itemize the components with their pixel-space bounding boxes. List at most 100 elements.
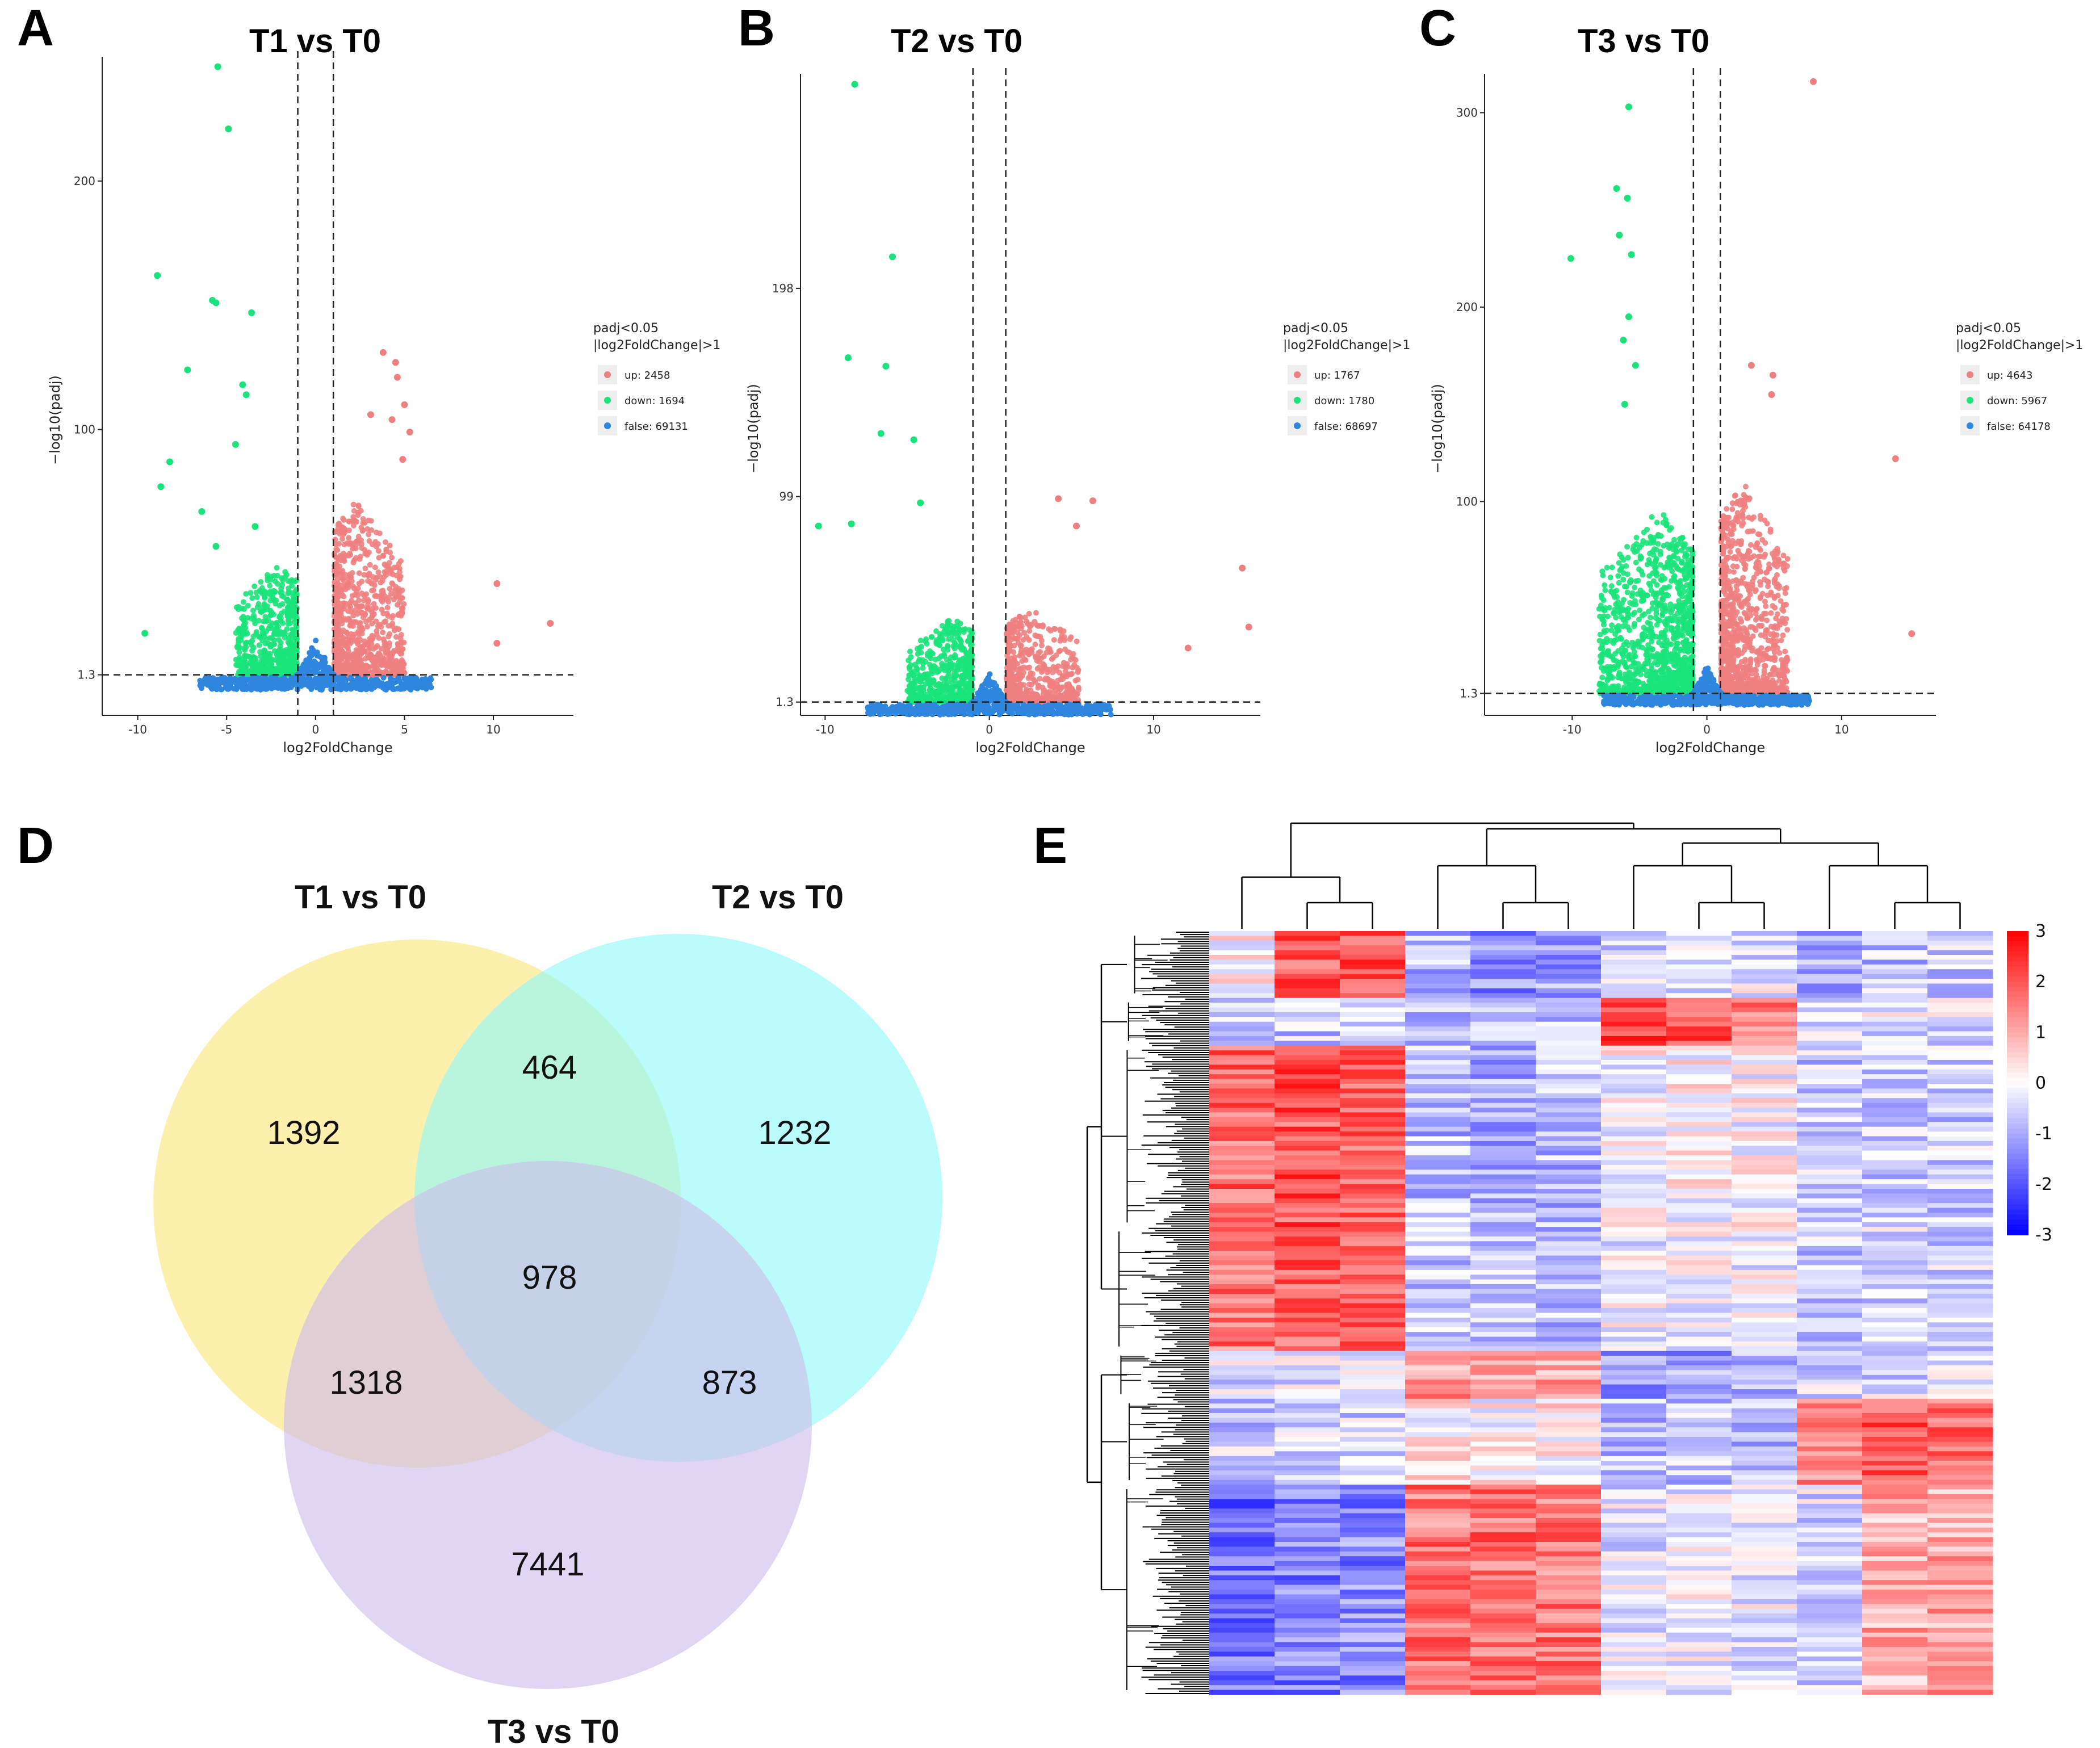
- data-point-down: [249, 595, 255, 601]
- data-point-up: [377, 573, 383, 580]
- data-point-false: [211, 676, 217, 682]
- data-point-down: [274, 651, 280, 657]
- data-point-down: [242, 624, 249, 631]
- data-point-false: [426, 681, 433, 688]
- data-point-down: [1648, 614, 1654, 621]
- data-point-false: [1080, 711, 1086, 718]
- data-point-down: [232, 441, 239, 448]
- data-point-up: [341, 517, 347, 523]
- x-tick-label: 0: [1703, 723, 1711, 736]
- data-point-up: [362, 565, 368, 572]
- data-point-down: [961, 629, 967, 635]
- data-point-up: [363, 591, 370, 597]
- data-point-down: [287, 605, 294, 611]
- data-point-up: [388, 416, 396, 424]
- data-point-down: [1644, 526, 1650, 533]
- data-point-up: [1184, 644, 1192, 652]
- data-point-up: [1038, 669, 1045, 675]
- data-point-down: [141, 630, 149, 637]
- data-point-false: [220, 677, 227, 683]
- data-point-down: [1630, 611, 1636, 618]
- data-point-down: [271, 596, 277, 602]
- data-point-false: [395, 685, 401, 691]
- data-point-down: [1647, 540, 1653, 546]
- data-point-up: [1008, 643, 1014, 649]
- data-point-up: [397, 599, 403, 605]
- data-point-down: [248, 590, 254, 596]
- data-point-down: [253, 589, 259, 596]
- data-point-down: [844, 354, 852, 362]
- data-point-down: [1616, 560, 1622, 566]
- data-point-down: [290, 651, 296, 657]
- data-point-up: [400, 646, 406, 652]
- data-point-down: [1639, 664, 1645, 670]
- data-point-up: [369, 542, 375, 548]
- data-point-up: [378, 624, 384, 630]
- data-point-up: [350, 613, 357, 619]
- data-point-up: [1049, 656, 1055, 662]
- data-point-down: [154, 272, 161, 279]
- x-tick-label: 10: [486, 723, 500, 736]
- data-point-down: [1654, 582, 1660, 588]
- data-point-down: [259, 605, 266, 611]
- data-point-false: [928, 702, 934, 708]
- data-point-down: [935, 668, 941, 674]
- data-point-down: [877, 430, 885, 437]
- data-point-up: [359, 590, 365, 597]
- data-point-false: [1049, 702, 1055, 709]
- data-point-false: [372, 682, 379, 689]
- legend-title: |log2FoldChange|>1: [1283, 338, 1410, 353]
- data-point-up: [493, 640, 501, 647]
- data-point-up: [1020, 637, 1026, 643]
- data-point-false: [980, 706, 986, 712]
- data-point-down: [948, 654, 954, 660]
- data-point-down: [1673, 678, 1679, 684]
- data-point-down: [157, 483, 165, 491]
- data-point-up: [365, 605, 371, 611]
- data-point-false: [940, 711, 946, 717]
- data-point-up: [387, 660, 393, 666]
- data-point-false: [382, 686, 388, 692]
- data-point-down: [848, 520, 855, 527]
- data-point-up: [1007, 665, 1013, 671]
- data-point-up: [347, 604, 354, 610]
- data-point-down: [926, 680, 932, 686]
- volcano-plot-b: T2 vs T0-10 0 101.399198log2FoldChange−log…: [745, 23, 1410, 756]
- data-point-down: [225, 125, 232, 132]
- data-point-up: [350, 522, 357, 529]
- y-tick-label: 1.3: [1460, 686, 1478, 700]
- data-point-up: [1040, 691, 1046, 697]
- data-point-down: [1608, 583, 1615, 589]
- data-point-up: [350, 501, 357, 508]
- data-point-false: [280, 676, 286, 682]
- data-point-down: [214, 63, 221, 70]
- data-point-down: [241, 606, 247, 612]
- data-point-false: [1004, 700, 1010, 706]
- data-point-up: [383, 539, 389, 545]
- data-point-down: [1675, 565, 1681, 572]
- data-point-down: [285, 612, 291, 618]
- data-point-up: [1026, 651, 1032, 657]
- data-point-up: [358, 525, 364, 531]
- data-point-up: [1018, 647, 1025, 653]
- data-point-down: [236, 649, 242, 655]
- data-point-up: [370, 605, 376, 611]
- data-point-false: [357, 681, 363, 688]
- data-point-up: [1015, 624, 1021, 630]
- data-point-up: [1064, 649, 1071, 655]
- data-point-down: [257, 635, 263, 641]
- data-point-up: [351, 557, 357, 564]
- x-tick-label: 10: [1834, 723, 1848, 736]
- data-point-up: [351, 607, 358, 614]
- data-point-up: [1011, 664, 1017, 670]
- data-point-down: [252, 583, 258, 589]
- data-point-up: [332, 619, 338, 625]
- data-point-down: [242, 391, 250, 399]
- data-point-up: [342, 616, 348, 622]
- data-point-down: [237, 632, 244, 638]
- data-point-up: [1032, 654, 1038, 660]
- data-point-false: [347, 682, 354, 688]
- data-point-down: [242, 647, 248, 653]
- data-point-up: [384, 605, 391, 611]
- data-point-down: [958, 681, 964, 688]
